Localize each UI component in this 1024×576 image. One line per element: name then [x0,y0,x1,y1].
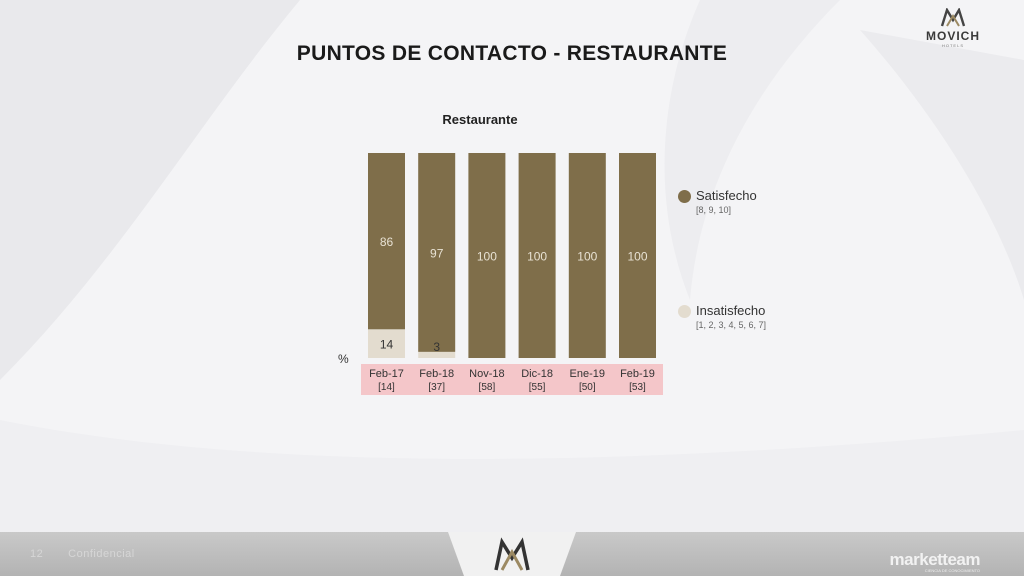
bar-satisfecho [619,153,656,358]
brand-logo: MOVICH HOTELS [918,7,988,48]
chart-title: Restaurante [442,112,518,127]
category-label: Nov-18 [469,368,504,380]
legend-sub-insatisfecho: [1, 2, 3, 4, 5, 6, 7] [696,320,767,330]
footer-logo-icon [448,532,576,576]
sample-size-label: [58] [479,382,496,393]
bar-satisfecho [518,153,556,358]
legend-label-insatisfecho: Insatisfecho [696,303,766,318]
legend-label-satisfecho: Satisfecho [696,188,757,203]
brand-name: MOVICH [926,29,980,43]
category-label: Feb-17 [369,368,404,380]
category-label: Dic-18 [521,368,553,380]
brand-sub: HOTELS [941,43,964,48]
data-label-insatisfecho: 14 [380,338,394,352]
bar-satisfecho [468,153,506,358]
bar-insatisfecho [368,329,405,358]
data-label-insatisfecho: 3 [433,340,440,354]
confidential-label: Confidencial [68,548,135,560]
bar-satisfecho [368,153,405,330]
bar-satisfecho [418,153,456,352]
category-label: Feb-18 [419,368,454,380]
sample-size-label: [50] [579,382,596,393]
page-number: 12 [30,548,44,560]
legend-sub-satisfecho: [8, 9, 10] [696,205,732,215]
legend-swatch-insatisfecho [678,305,691,318]
sample-size-label: [55] [529,382,546,393]
movich-logo-icon [940,7,966,27]
marketteam-logo: marketteam [889,550,981,569]
data-label-satisfecho: 100 [477,250,497,264]
data-label-satisfecho: 86 [380,235,394,249]
bar-insatisfecho [418,351,456,358]
legend-swatch-satisfecho [678,190,691,203]
sample-size-label: [37] [428,382,445,393]
data-label-satisfecho: 100 [627,250,647,264]
page-title: PUNTOS DE CONTACTO - RESTAURANTE [296,42,728,65]
category-label: Feb-19 [620,368,655,380]
data-label-satisfecho: 100 [577,250,597,264]
category-band [361,364,663,395]
sample-size-label: [14] [378,382,395,393]
data-label-satisfecho: 97 [430,246,444,260]
category-label: Ene-19 [570,368,605,380]
footer-left: 12 Confidencial [30,548,135,560]
data-label-satisfecho: 100 [527,250,547,264]
sample-size-label: [53] [629,382,646,393]
unit-label: % [338,352,349,366]
marketteam-sub: CIENCIA DE CONOCIMIENTO [924,568,980,573]
bar-satisfecho [568,153,606,358]
